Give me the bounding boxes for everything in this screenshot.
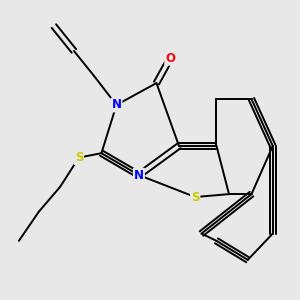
Text: S: S — [75, 151, 83, 164]
Text: S: S — [191, 190, 200, 203]
Text: O: O — [165, 52, 175, 65]
Text: N: N — [134, 169, 144, 182]
Text: N: N — [111, 98, 122, 112]
